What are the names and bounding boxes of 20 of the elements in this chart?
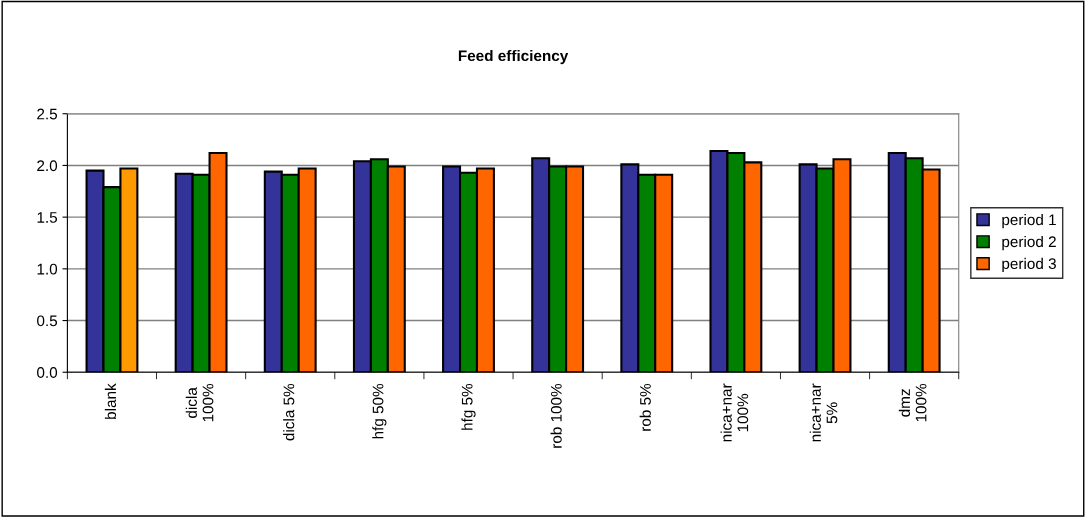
x-tick-label: hfg 5% — [461, 383, 476, 430]
x-tick-label: hfg 50% — [372, 383, 387, 439]
legend-label: period 2 — [1002, 235, 1056, 251]
y-tick-label: 0.5 — [37, 315, 58, 327]
x-tick-label: dmz 100% — [898, 383, 927, 422]
y-tick-label: 1.0 — [37, 263, 58, 275]
y-tick-label: 1.5 — [37, 212, 58, 223]
x-tick-label: nica+nar 5% — [809, 383, 838, 442]
x-tick-label: dicla 5% — [283, 383, 295, 441]
x-tick-label: dicla 100% — [185, 383, 214, 422]
legend-label: period 3 — [1002, 257, 1056, 273]
y-tick-label: 2.5 — [37, 108, 58, 120]
y-tick-label: 2.0 — [37, 160, 58, 172]
x-tick-label: rob 5% — [639, 383, 651, 431]
y-tick-label: 0.0 — [37, 367, 58, 378]
x-tick-label: nica+nar 100% — [720, 383, 749, 442]
x-tick-label: rob 100% — [550, 383, 562, 448]
legend-label: period 1 — [1002, 213, 1056, 229]
chart-title: Feed efficiency — [458, 49, 569, 65]
x-tick-label: blank — [104, 383, 117, 419]
